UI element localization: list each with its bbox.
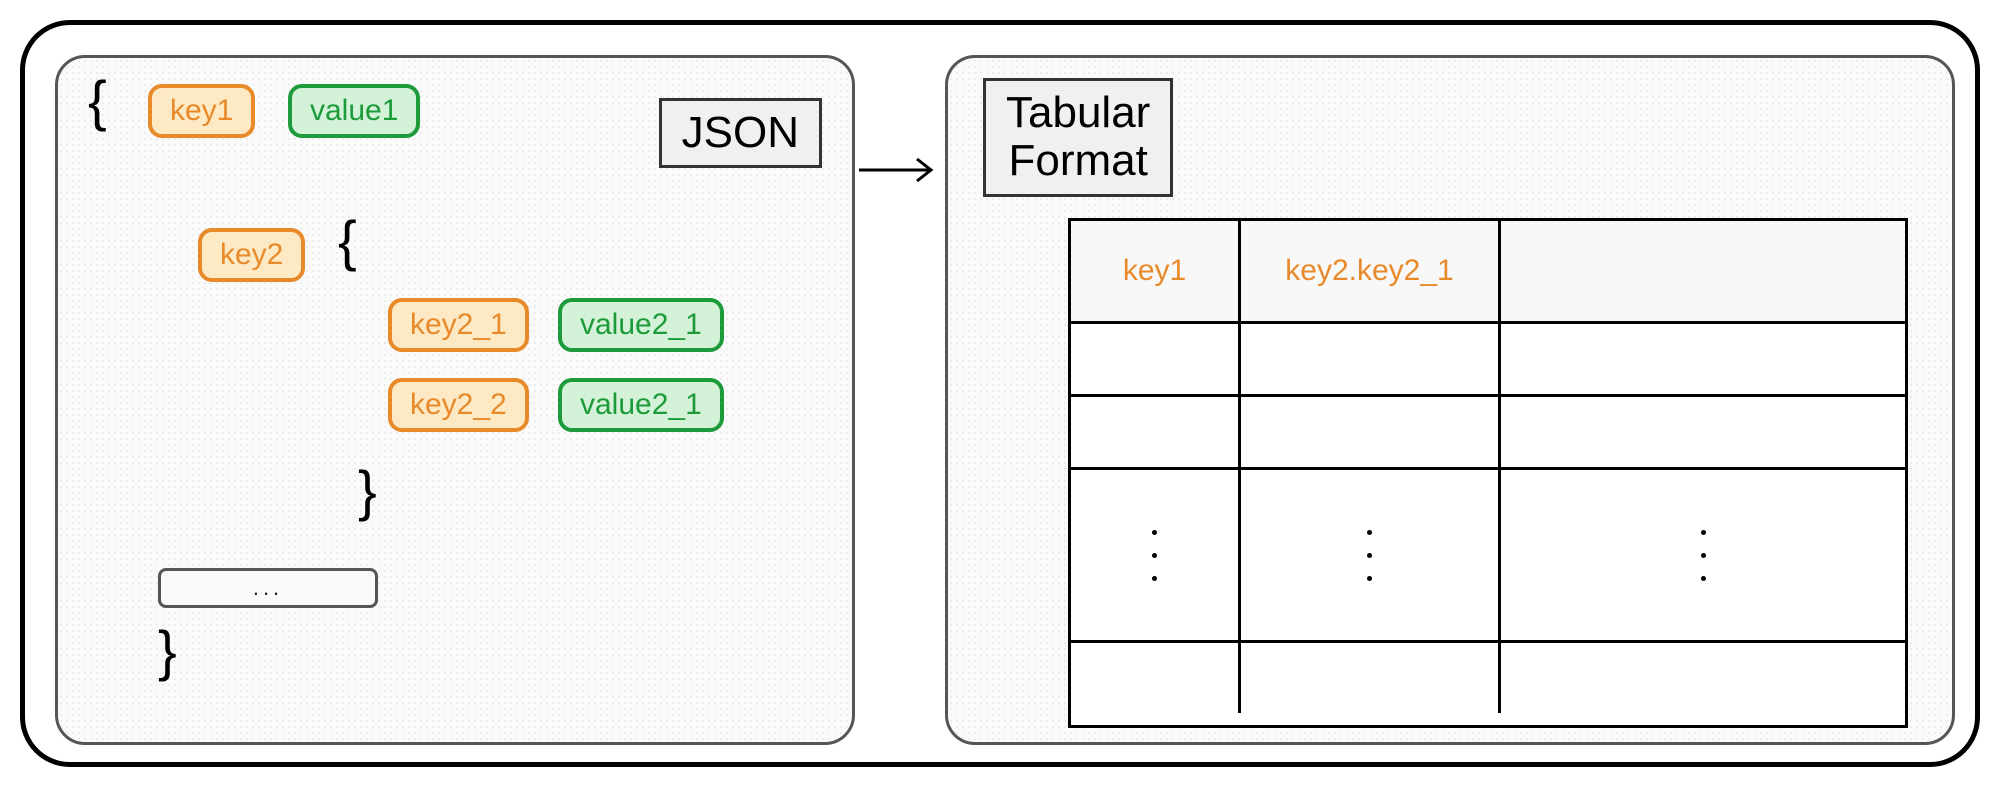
table-header-3 — [1501, 221, 1905, 321]
table-row — [1071, 643, 1905, 713]
table-row — [1071, 324, 1905, 397]
vdots-icon — [1152, 530, 1157, 581]
json-title: JSON — [659, 98, 822, 168]
key2-2-pill: key2_2 — [388, 378, 529, 432]
brace-close-outer: } — [158, 618, 177, 683]
table-cell — [1501, 397, 1905, 467]
table-cell — [1241, 643, 1501, 713]
table-row-ellipsis — [1071, 470, 1905, 643]
ellipsis-text: ... — [253, 575, 283, 601]
table-cell — [1501, 643, 1905, 713]
table-cell-vdots — [1071, 470, 1241, 640]
diagram-frame: JSON { key1 value1 key2 { key2_1 value2_… — [20, 20, 1980, 767]
vdots-icon — [1367, 530, 1372, 581]
brace-close-inner: } — [358, 458, 377, 523]
table-cell — [1071, 324, 1241, 394]
brace-open-outer: { — [88, 68, 107, 133]
table-row — [1071, 397, 1905, 470]
table-header-1: key1 — [1071, 221, 1241, 321]
ellipsis-box: ... — [158, 568, 378, 608]
json-panel: JSON { key1 value1 key2 { key2_1 value2_… — [55, 55, 855, 745]
table-header-2: key2.key2_1 — [1241, 221, 1501, 321]
table-cell — [1071, 643, 1241, 713]
arrow-icon — [859, 155, 941, 185]
value1-pill: value1 — [288, 84, 420, 138]
table-cell — [1241, 324, 1501, 394]
table-cell-vdots — [1241, 470, 1501, 640]
value2-1a-pill: value2_1 — [558, 298, 724, 352]
value2-1b-pill: value2_1 — [558, 378, 724, 432]
tabular-title: Tabular Format — [983, 78, 1173, 197]
key2-pill: key2 — [198, 228, 305, 282]
brace-open-inner: { — [338, 208, 357, 273]
table-header-row: key1 key2.key2_1 — [1071, 221, 1905, 324]
tabular-table: key1 key2.key2_1 — [1068, 218, 1908, 728]
key2-1-pill: key2_1 — [388, 298, 529, 352]
table-cell-vdots — [1501, 470, 1905, 640]
table-cell — [1241, 397, 1501, 467]
table-cell — [1071, 397, 1241, 467]
vdots-icon — [1701, 530, 1706, 581]
table-cell — [1501, 324, 1905, 394]
tabular-panel: Tabular Format key1 key2.key2_1 — [945, 55, 1955, 745]
key1-pill: key1 — [148, 84, 255, 138]
